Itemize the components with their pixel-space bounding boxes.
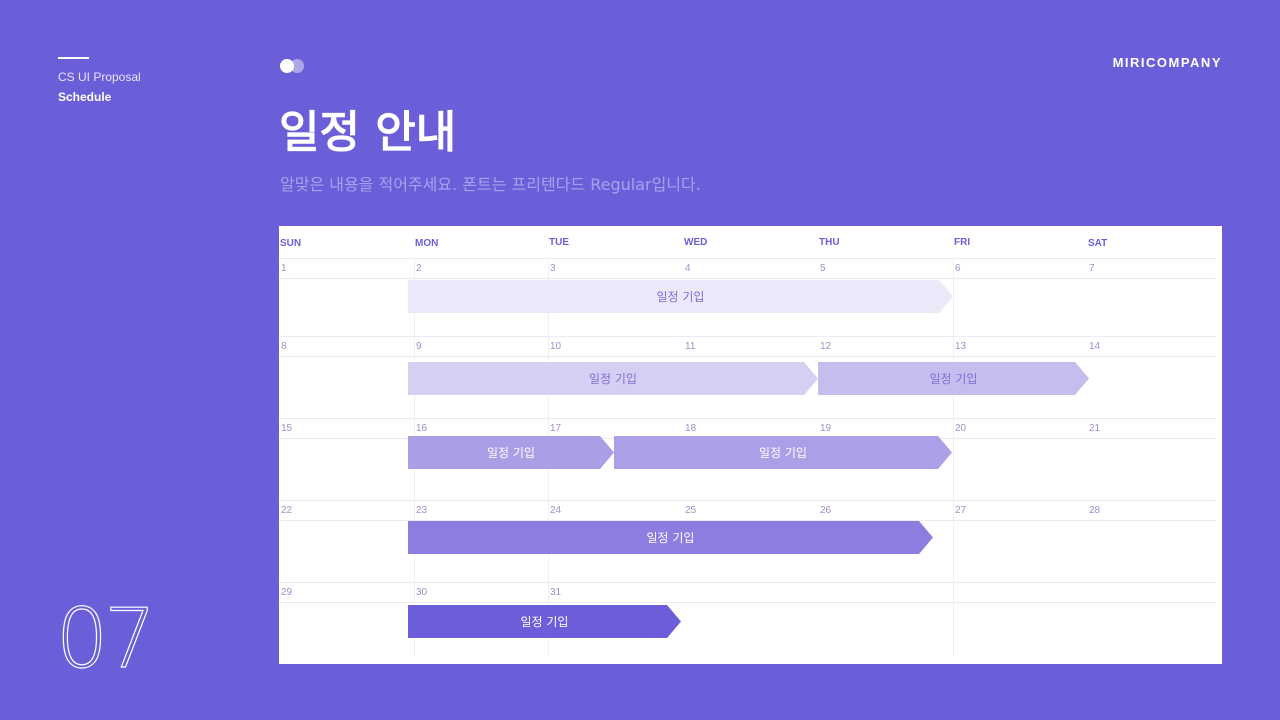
event-bar[interactable]: 일정 기입 <box>614 436 952 469</box>
day-number: 23 <box>416 505 428 516</box>
day-number: 28 <box>1089 505 1101 516</box>
weekday-wed: WED <box>684 237 708 248</box>
weekday-mon: MON <box>415 238 439 249</box>
day-number: 4 <box>685 263 691 274</box>
day-number: 25 <box>685 505 697 516</box>
row-divider <box>279 582 1216 583</box>
day-number: 31 <box>550 587 562 598</box>
page-subtitle: 알맞은 내용을 적어주세요. 폰트는 프리텐다드 Regular입니다. <box>280 175 701 194</box>
day-number: 15 <box>281 423 293 434</box>
day-number: 12 <box>820 341 832 352</box>
weekday-sat: SAT <box>1088 238 1108 249</box>
event-bar[interactable]: 일정 기입 <box>408 362 818 395</box>
page-title: 일정 안내 <box>279 107 457 158</box>
event-bar[interactable]: 일정 기입 <box>818 362 1089 395</box>
event-bar[interactable]: 일정 기입 <box>408 436 614 469</box>
day-number: 30 <box>416 587 428 598</box>
day-number: 1 <box>281 263 287 274</box>
day-number: 6 <box>955 263 961 274</box>
weekday-thu: THU <box>819 237 840 248</box>
day-number: 21 <box>1089 423 1101 434</box>
event-bar[interactable]: 일정 기입 <box>408 521 933 554</box>
calendar: SUN MON TUE WED THU FRI SAT 1 2 3 4 5 6 7 8 9 10 11 12 13 14… <box>279 226 1222 664</box>
day-number: 16 <box>416 423 428 434</box>
row-divider <box>279 258 1216 259</box>
divider-line <box>58 57 89 59</box>
row-divider <box>279 500 1216 501</box>
brand-logo: MIRICOMPANY <box>1112 55 1222 70</box>
event-bar[interactable]: 일정 기입 <box>408 605 681 638</box>
day-number: 24 <box>550 505 562 516</box>
row-divider <box>279 418 1216 419</box>
section-label: Schedule <box>58 90 112 104</box>
day-number: 17 <box>550 423 562 434</box>
day-number: 10 <box>550 341 562 352</box>
breadcrumb: CS UI Proposal <box>58 70 141 84</box>
day-number: 26 <box>820 505 832 516</box>
column-divider <box>953 258 954 656</box>
day-number: 5 <box>820 263 826 274</box>
day-number: 13 <box>955 341 967 352</box>
day-number: 3 <box>550 263 556 274</box>
day-number: 19 <box>820 423 832 434</box>
dots-icon <box>280 59 306 73</box>
day-number: 2 <box>416 263 422 274</box>
day-number: 20 <box>955 423 967 434</box>
event-bar[interactable]: 일정 기입 <box>408 280 953 313</box>
day-number: 11 <box>685 341 696 352</box>
weekday-sun: SUN <box>280 238 302 249</box>
day-number: 7 <box>1089 263 1095 274</box>
row-divider <box>279 520 1216 521</box>
weekday-tue: TUE <box>549 237 569 248</box>
row-divider <box>279 336 1216 337</box>
row-divider <box>279 278 1216 279</box>
day-number: 27 <box>955 505 967 516</box>
row-divider <box>279 602 1216 603</box>
day-number: 29 <box>281 587 293 598</box>
day-number: 18 <box>685 423 697 434</box>
day-number: 14 <box>1089 341 1101 352</box>
day-number: 22 <box>281 505 293 516</box>
day-number: 9 <box>416 341 422 352</box>
page-number: 07 <box>55 591 157 687</box>
weekday-fri: FRI <box>954 237 971 248</box>
day-number: 8 <box>281 341 287 352</box>
row-divider <box>279 356 1216 357</box>
